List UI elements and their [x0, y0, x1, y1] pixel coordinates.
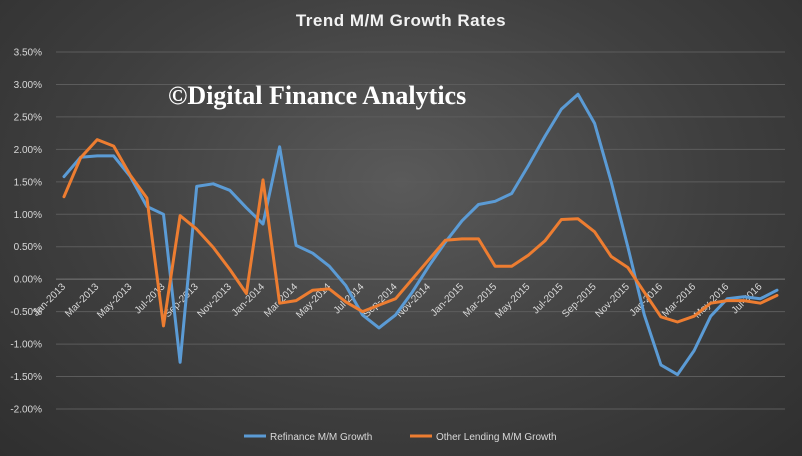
y-tick-label: 3.00%	[14, 80, 42, 91]
y-tick-label: -1.00%	[10, 340, 42, 351]
x-tick-label: May-2013	[95, 281, 135, 321]
chart-title: Trend M/M Growth Rates	[296, 11, 506, 30]
x-tick-label: Nov-2013	[195, 281, 234, 320]
x-axis-ticks: Jan-2013Mar-2013May-2013Jul-2013Sep-2013…	[31, 281, 765, 321]
series-line-other-lending	[62, 138, 779, 328]
legend-label-refinance: Refinance M/M Growth	[270, 432, 372, 443]
y-tick-label: 3.50%	[14, 48, 42, 59]
y-tick-label: 2.50%	[14, 112, 42, 123]
y-tick-label: 0.00%	[14, 275, 42, 286]
y-tick-label: -0.50%	[10, 307, 42, 318]
y-tick-label: 1.50%	[14, 177, 42, 188]
x-tick-label: Sep-2015	[560, 281, 599, 320]
x-tick-label: Jan-2013	[31, 281, 69, 319]
y-tick-label: -1.50%	[10, 372, 42, 383]
series-lines	[62, 92, 779, 377]
y-tick-label: -2.00%	[10, 405, 42, 416]
x-tick-label: May-2015	[493, 281, 533, 321]
legend: Refinance M/M Growth Other Lending M/M G…	[244, 432, 557, 443]
y-tick-label: 0.50%	[14, 242, 42, 253]
series-line-refinance	[62, 92, 779, 377]
y-tick-label: 2.00%	[14, 145, 42, 156]
y-tick-label: 1.00%	[14, 210, 42, 221]
x-tick-label: May-2014	[294, 281, 334, 321]
x-tick-label: Nov-2015	[593, 281, 632, 320]
watermark-text: ©Digital Finance Analytics	[168, 81, 466, 110]
legend-label-other-lending: Other Lending M/M Growth	[436, 432, 557, 443]
y-axis-ticks: -2.00% -1.50% -1.00% -0.50% 0.00% 0.50% 1.00% 1…	[10, 48, 42, 416]
x-tick-label: Jan-2015	[429, 281, 467, 319]
